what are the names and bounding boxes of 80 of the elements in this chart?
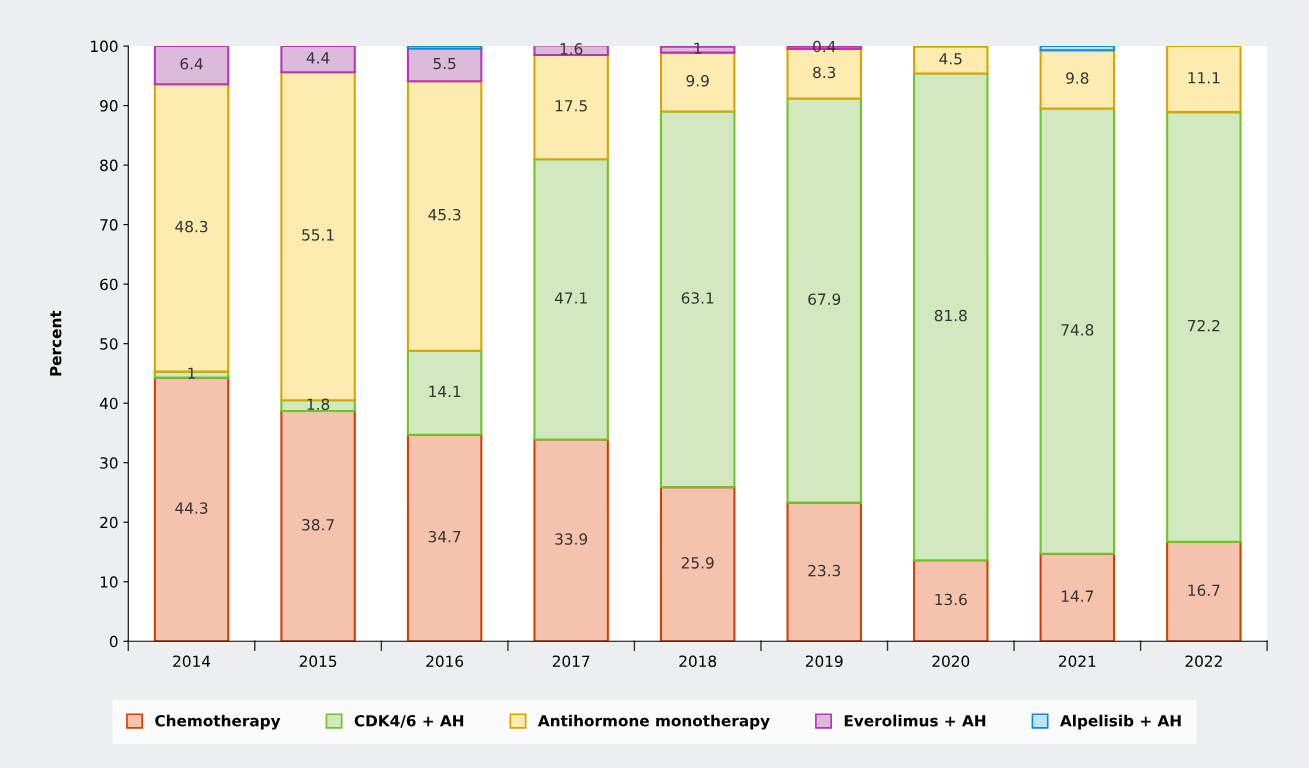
data-label: 16.7 <box>1188 584 1220 597</box>
data-label: 6.4 <box>180 58 203 70</box>
data-label: 38.7 <box>302 518 334 531</box>
data-label: 81.8 <box>934 309 967 322</box>
x-tick-label: 2019 <box>805 655 843 667</box>
y-axis-title: Percent <box>50 310 62 376</box>
data-label: 9.9 <box>686 74 709 87</box>
data-label: 8.3 <box>813 66 836 79</box>
data-label: 13.6 <box>935 593 967 606</box>
y-tick-label: 50 <box>100 338 118 350</box>
data-label: 14.7 <box>1061 590 1094 602</box>
data-label: 9.8 <box>1066 72 1089 84</box>
data-label: 67.9 <box>808 293 841 305</box>
data-label: 5.5 <box>433 57 456 70</box>
bar <box>1166 46 1242 114</box>
bar <box>406 80 483 352</box>
bar <box>280 409 356 642</box>
data-label: 34.7 <box>428 530 461 543</box>
bar <box>913 46 989 75</box>
bar <box>280 46 356 74</box>
data-label: 1.8 <box>307 398 330 411</box>
y-tick-label: 40 <box>99 397 118 410</box>
legend-label: Everolimus + AH <box>844 714 986 727</box>
legend-label: CDK4/6 + AH <box>354 714 464 728</box>
data-label: 1.6 <box>560 43 583 55</box>
data-label: 14.1 <box>429 385 461 397</box>
y-tick-label: 60 <box>100 278 118 291</box>
bar <box>533 438 609 642</box>
x-tick-label: 2016 <box>426 655 464 667</box>
bar <box>913 72 989 562</box>
bar <box>406 349 483 436</box>
x-tick-label: 2018 <box>679 655 717 667</box>
y-tick-label: 100 <box>91 40 118 53</box>
data-label: 63.1 <box>681 292 714 304</box>
bar <box>533 53 609 161</box>
bar <box>406 433 483 642</box>
data-label: 44.3 <box>175 502 208 514</box>
y-tick-label: 30 <box>100 457 118 469</box>
data-label: 33.9 <box>555 533 588 545</box>
bar <box>533 158 609 441</box>
x-tick-label: 2015 <box>299 655 337 667</box>
x-tick-label: 2022 <box>1185 655 1222 667</box>
legend-label: Alpelisib + AH <box>1059 714 1181 730</box>
bar <box>1039 46 1116 52</box>
bar <box>659 486 736 642</box>
x-tick-label: 2020 <box>932 655 970 667</box>
data-label: 45.3 <box>428 208 461 221</box>
legend-label: Antihormone monotherapy <box>537 714 770 730</box>
y-tick-label: 90 <box>100 100 118 112</box>
data-label: 55.1 <box>302 229 334 241</box>
bar <box>786 97 862 504</box>
y-tick-label: 80 <box>100 159 118 172</box>
bar <box>913 559 989 642</box>
data-label: 74.8 <box>1061 324 1094 336</box>
bar <box>1166 111 1242 543</box>
data-label: 72.2 <box>1188 319 1220 332</box>
x-tick-label: 2017 <box>552 655 590 667</box>
y-tick-label: 10 <box>100 576 118 588</box>
bar <box>1166 540 1242 642</box>
data-label: 48.3 <box>175 220 208 233</box>
bar <box>153 46 230 86</box>
data-label: 47.1 <box>554 292 587 304</box>
data-label: 17.5 <box>555 100 587 112</box>
bar <box>406 46 483 50</box>
data-label: 25.9 <box>681 557 714 569</box>
y-tick-label: 20 <box>100 516 118 529</box>
data-label: 11.1 <box>1188 72 1220 84</box>
data-label: 4.5 <box>939 53 962 65</box>
bar <box>659 110 736 489</box>
y-tick-label: 70 <box>100 219 118 231</box>
x-tick-label: 2014 <box>173 655 211 667</box>
y-tick-label: 0 <box>109 635 118 648</box>
x-tick-label: 2021 <box>1058 655 1096 667</box>
bar <box>1039 107 1116 555</box>
bar <box>1039 49 1116 110</box>
bar <box>786 501 862 642</box>
data-label: 23.3 <box>808 564 841 577</box>
data-label: 4.4 <box>306 52 330 64</box>
legend-label: Chemotherapy <box>155 714 281 730</box>
bar <box>1039 552 1116 642</box>
